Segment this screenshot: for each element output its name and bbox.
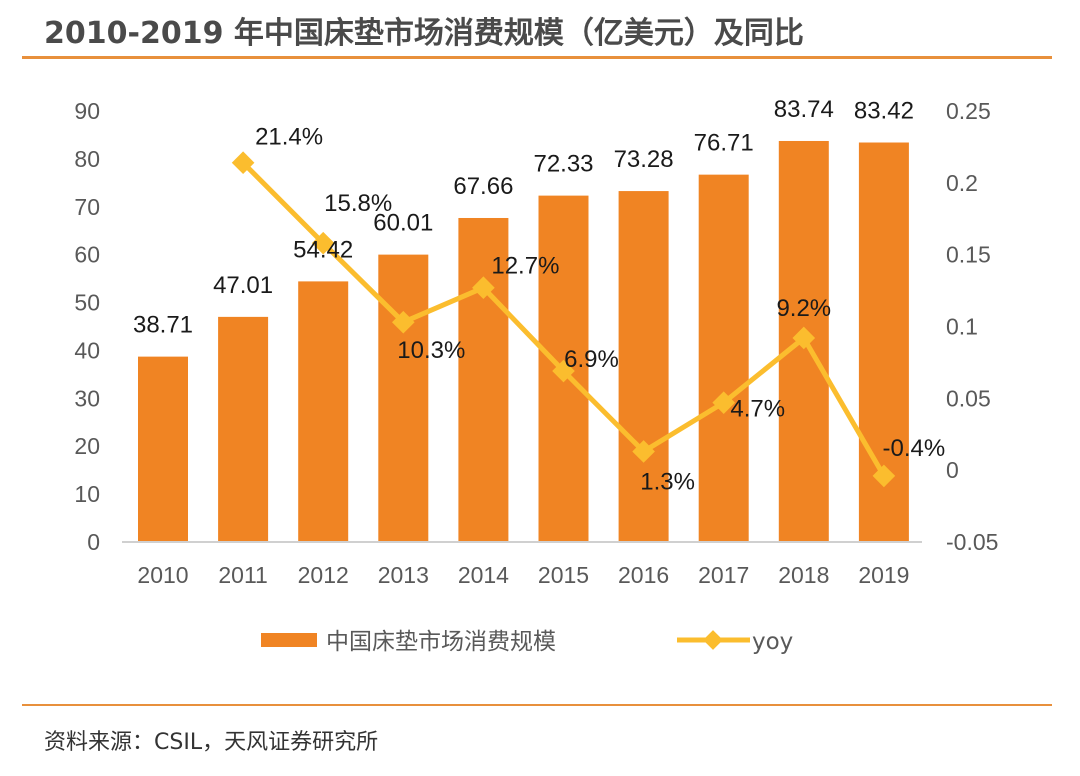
top-divider bbox=[22, 56, 1052, 59]
right-tick-label: 0.05 bbox=[946, 385, 991, 411]
legend-line-label: yoy bbox=[752, 629, 793, 655]
x-tick-label: 2016 bbox=[618, 562, 669, 588]
bar-value-label: 38.71 bbox=[133, 312, 193, 339]
x-tick-label: 2018 bbox=[778, 562, 829, 588]
bar-value-label: 83.74 bbox=[774, 96, 834, 123]
bar-value-label: 76.71 bbox=[694, 130, 754, 157]
right-tick-label: 0.1 bbox=[946, 314, 978, 340]
bar bbox=[218, 316, 269, 542]
source-note: 资料来源：CSIL，天风证券研究所 bbox=[44, 730, 379, 755]
right-tick-label: -0.05 bbox=[946, 529, 998, 555]
x-tick-label: 2012 bbox=[298, 562, 349, 588]
x-tick-label: 2017 bbox=[698, 562, 749, 588]
bar-value-label: 47.01 bbox=[213, 272, 273, 299]
left-tick-label: 80 bbox=[74, 146, 100, 172]
yoy-value-label: 4.7% bbox=[730, 396, 785, 423]
right-axis: -0.05 0 0.05 0.1 0.15 0.2 0.25 bbox=[946, 98, 998, 555]
bar-value-label: 83.42 bbox=[854, 98, 914, 125]
yoy-marker bbox=[632, 440, 655, 463]
yoy-value-label: 1.3% bbox=[640, 468, 695, 495]
left-tick-label: 50 bbox=[74, 290, 100, 316]
legend-line-marker bbox=[703, 630, 723, 650]
right-tick-label: 0.15 bbox=[946, 242, 991, 268]
yoy-value-label: 9.2% bbox=[776, 295, 831, 322]
x-tick-label: 2011 bbox=[218, 562, 267, 588]
yoy-marker bbox=[391, 310, 415, 334]
x-tick-label: 2010 bbox=[137, 562, 188, 588]
bar bbox=[378, 254, 429, 542]
bar bbox=[298, 281, 349, 542]
x-tick-label: 2013 bbox=[378, 562, 429, 588]
right-tick-label: 0 bbox=[946, 457, 959, 483]
bar-series bbox=[138, 140, 909, 543]
bar-value-label: 60.01 bbox=[373, 210, 433, 237]
yoy-value-label: -0.4% bbox=[883, 435, 946, 462]
left-tick-label: 0 bbox=[87, 529, 100, 555]
bar bbox=[698, 174, 749, 542]
yoy-value-label: 15.8% bbox=[324, 190, 392, 217]
left-tick-label: 20 bbox=[74, 433, 100, 459]
bar-labels: 38.71 47.01 54.42 60.01 67.66 72.33 73.28 76.71… bbox=[133, 96, 914, 339]
right-tick-label: 0.2 bbox=[946, 170, 978, 196]
legend-bar-label: 中国床垫市场消费规模 bbox=[326, 629, 556, 655]
left-axis: 0 10 20 30 40 50 60 70 80 90 bbox=[74, 98, 100, 555]
yoy-value-label: 21.4% bbox=[255, 124, 323, 151]
bar bbox=[618, 191, 669, 542]
yoy-marker bbox=[872, 464, 896, 488]
bottom-divider bbox=[22, 704, 1052, 706]
bar-value-label: 72.33 bbox=[533, 151, 593, 178]
yoy-marker bbox=[472, 276, 495, 300]
bar-value-label: 73.28 bbox=[614, 146, 674, 173]
bar bbox=[138, 356, 188, 542]
bar-value-label: 67.66 bbox=[453, 173, 513, 200]
yoy-value-label: 10.3% bbox=[397, 337, 465, 364]
left-tick-label: 30 bbox=[74, 385, 100, 411]
right-tick-label: 0.25 bbox=[946, 98, 991, 124]
yoy-marker bbox=[712, 391, 736, 414]
line-labels: 21.4% 15.8% 10.3% 12.7% 6.9% 1.3% 4.7% 9.2% -0.4… bbox=[255, 124, 945, 496]
yoy-marker bbox=[792, 326, 816, 350]
left-tick-label: 70 bbox=[74, 194, 100, 220]
x-tick-label: 2014 bbox=[458, 562, 509, 588]
chart: 0 10 20 30 40 50 60 70 80 90 -0.05 0 0.05 0.1 0.15 0.2… bbox=[74, 96, 998, 655]
x-tick-label: 2015 bbox=[538, 562, 589, 588]
left-tick-label: 60 bbox=[74, 242, 100, 268]
bar bbox=[458, 217, 509, 543]
yoy-value-label: 6.9% bbox=[564, 346, 619, 373]
yoy-marker bbox=[552, 359, 575, 383]
yoy-value-label: 12.7% bbox=[491, 253, 559, 280]
legend-bar-swatch bbox=[261, 633, 317, 647]
left-tick-label: 90 bbox=[74, 98, 100, 124]
bar-value-label: 54.42 bbox=[293, 236, 353, 263]
x-axis: 2010 2011 2012 2013 2014 2015 2016 2017 2018 2019 bbox=[137, 562, 909, 588]
left-tick-label: 40 bbox=[74, 337, 100, 363]
left-tick-label: 10 bbox=[74, 481, 100, 507]
x-tick-label: 2019 bbox=[858, 562, 909, 588]
legend: 中国床垫市场消费规模 yoy bbox=[261, 629, 793, 655]
chart-title: 2010-2019 年中国床垫市场消费规模（亿美元）及同比 bbox=[44, 16, 804, 51]
